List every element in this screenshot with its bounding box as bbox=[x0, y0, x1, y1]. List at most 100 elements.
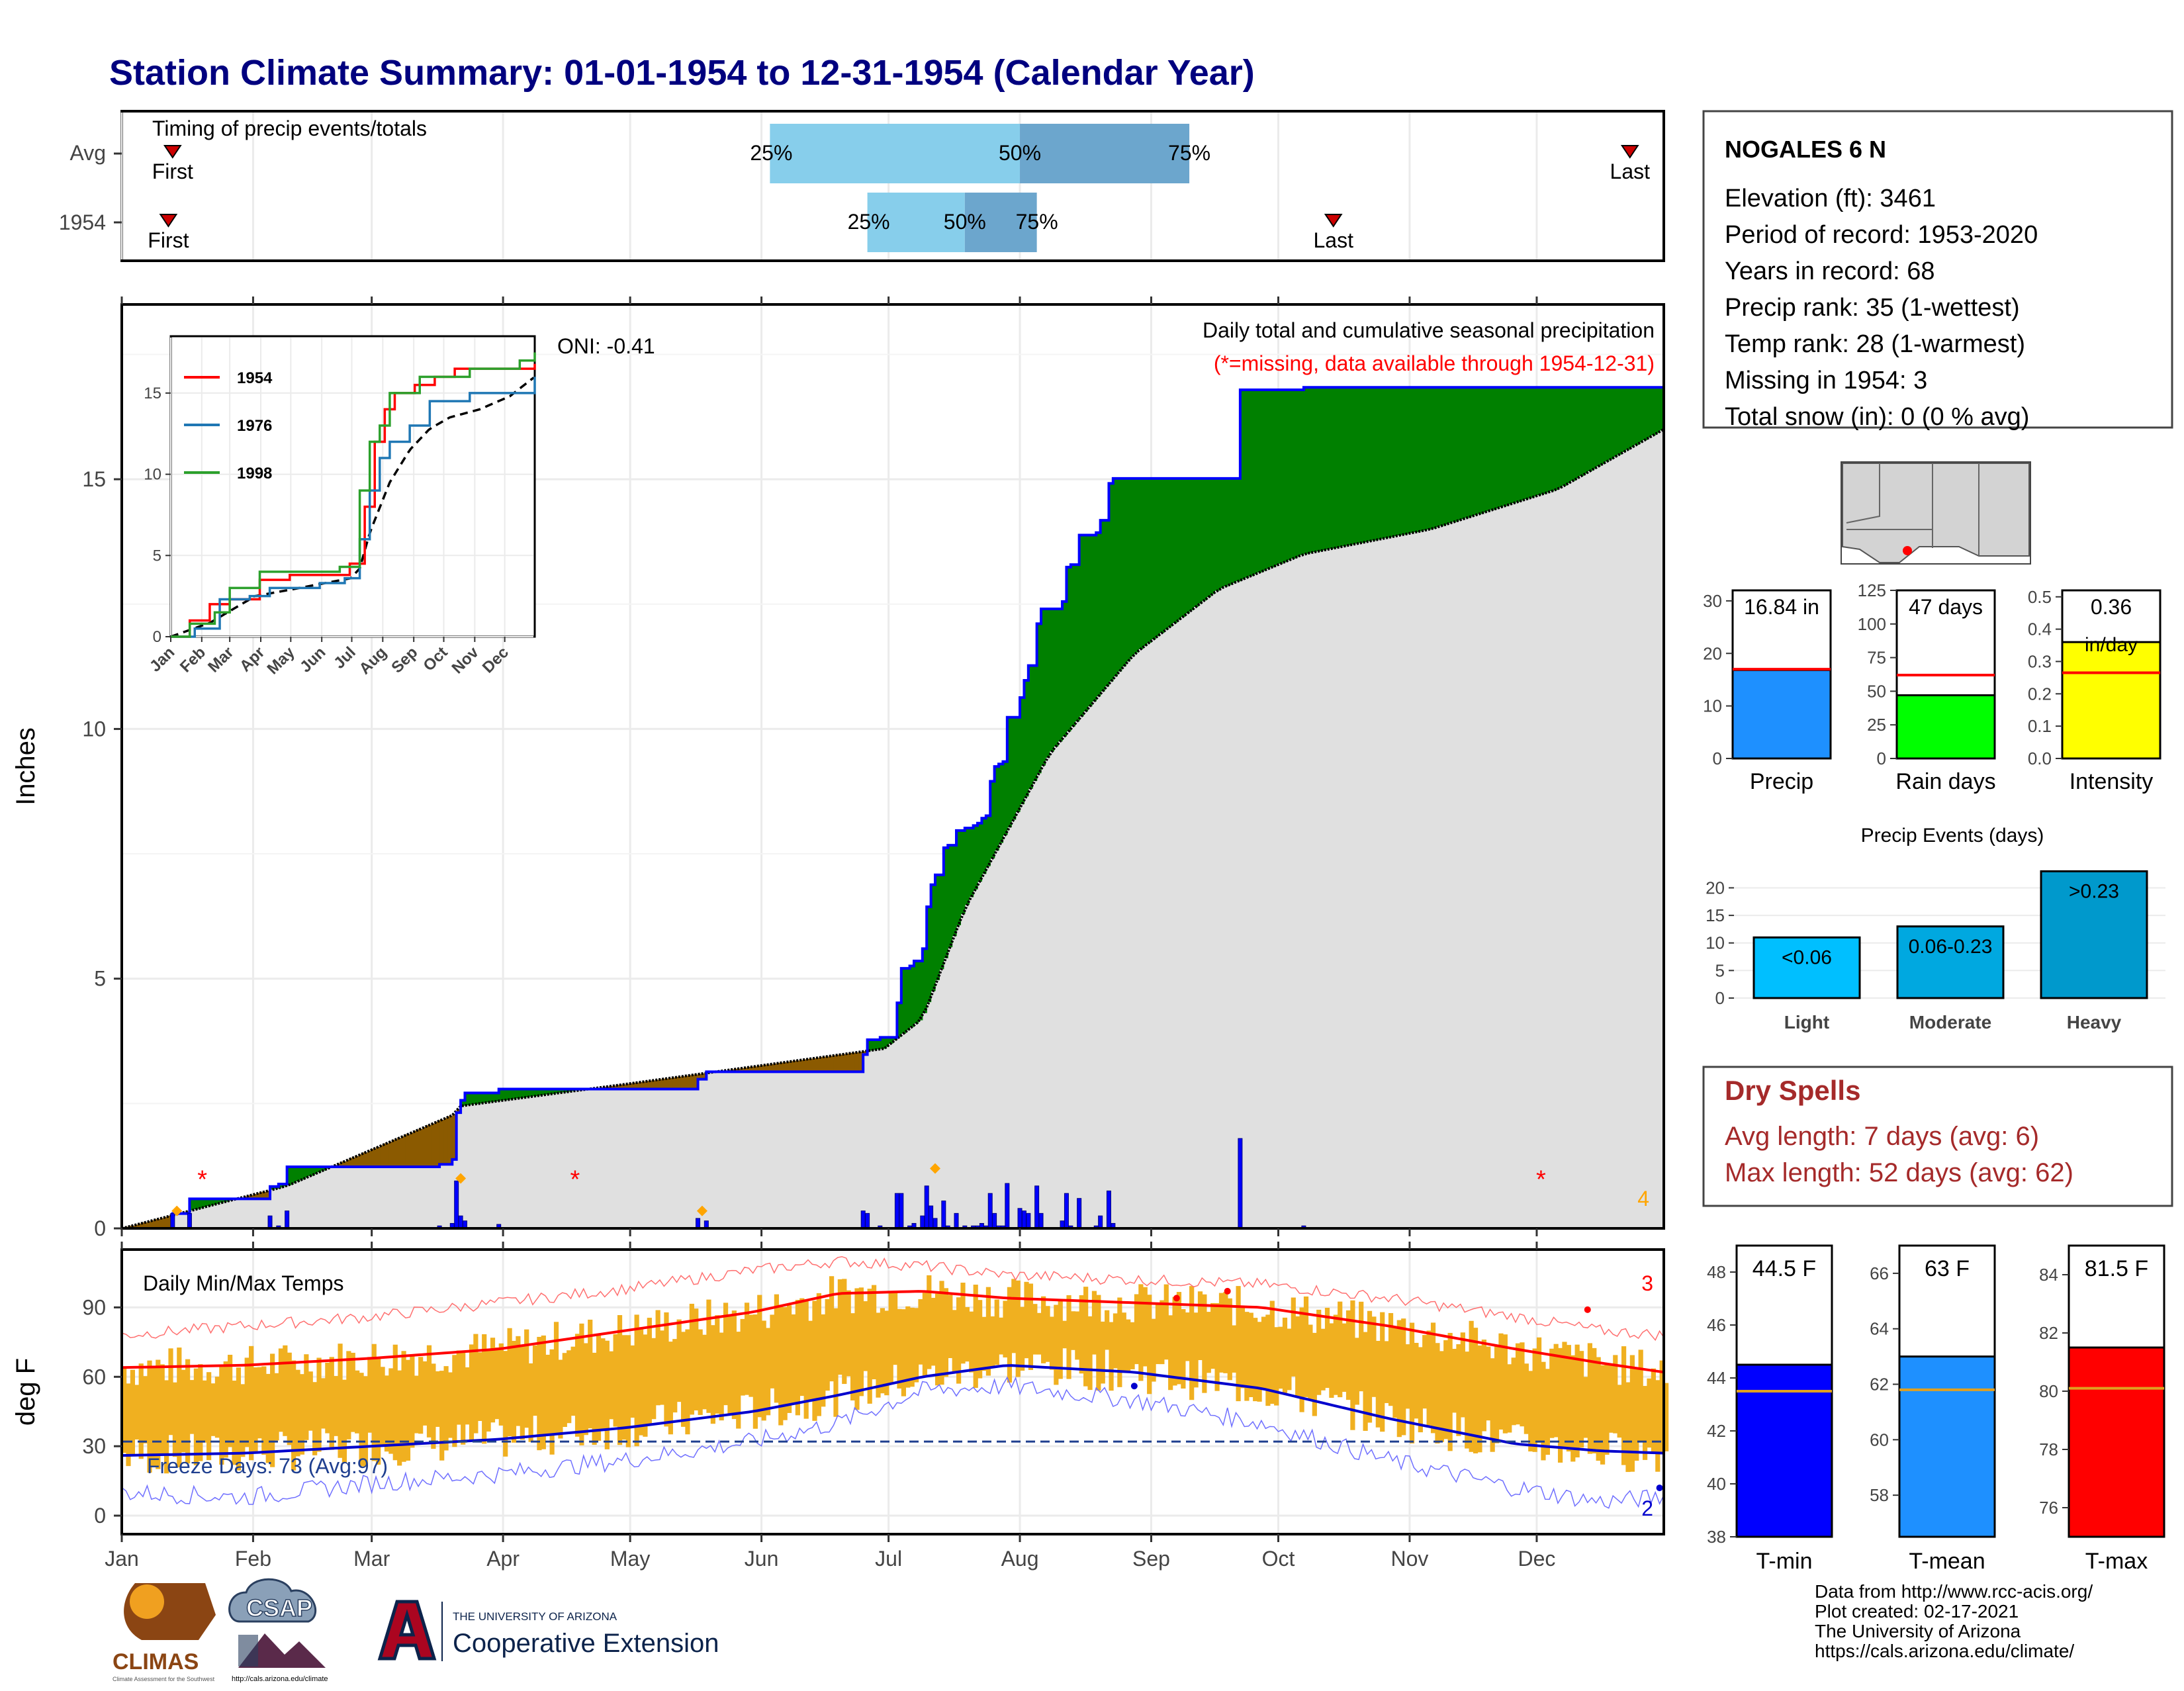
climas-logo-sun bbox=[130, 1584, 164, 1619]
below-avg-fill bbox=[837, 1054, 842, 1072]
daily-temp-bar bbox=[1566, 1345, 1571, 1452]
daily-temp-bar bbox=[1498, 1333, 1504, 1430]
above-avg-fill bbox=[1287, 389, 1292, 561]
daily-temp-bar bbox=[715, 1315, 720, 1414]
daily-temp-bar bbox=[549, 1349, 555, 1455]
daily-temp-bar bbox=[1308, 1324, 1313, 1400]
above-avg-fill bbox=[1045, 609, 1050, 758]
above-avg-fill bbox=[1451, 387, 1457, 522]
above-avg-fill bbox=[1473, 387, 1478, 516]
summary-bar-fill bbox=[2061, 641, 2161, 760]
above-avg-fill bbox=[999, 764, 1004, 843]
daily-temp-bar bbox=[1634, 1369, 1639, 1461]
record-high-marker bbox=[1173, 1295, 1180, 1302]
daily-temp-bar bbox=[588, 1319, 593, 1429]
daily-temp-bar bbox=[740, 1318, 745, 1396]
daily-temp-bar bbox=[719, 1332, 724, 1421]
below-avg-fill bbox=[803, 1059, 809, 1072]
above-avg-fill bbox=[1520, 387, 1525, 501]
events-bar-heavy bbox=[2040, 870, 2148, 999]
below-avg-fill bbox=[765, 1064, 770, 1072]
above-avg-fill bbox=[1316, 387, 1322, 551]
above-avg-fill bbox=[465, 1093, 470, 1105]
above-avg-fill bbox=[1160, 478, 1165, 633]
above-avg-fill bbox=[1354, 387, 1359, 544]
below-avg-fill bbox=[363, 1152, 368, 1167]
above-avg-fill bbox=[1320, 387, 1326, 551]
daily-temp-bar bbox=[516, 1336, 521, 1426]
daily-temp-bar bbox=[553, 1322, 559, 1434]
daily-temp-bar bbox=[1520, 1342, 1525, 1427]
daily-temp-bar bbox=[376, 1358, 381, 1465]
above-avg-fill bbox=[469, 1093, 474, 1105]
daily-temp-bar bbox=[609, 1351, 614, 1420]
temp-axes: 0 30 60 90 bbox=[82, 1242, 1538, 1542]
daily-temp-bar bbox=[1147, 1295, 1152, 1394]
daily-temp-bar bbox=[316, 1357, 322, 1452]
daily-temp-bar bbox=[1443, 1340, 1449, 1440]
temp-bar-fill bbox=[1735, 1363, 1833, 1538]
below-avg-fill bbox=[405, 1134, 410, 1167]
temp-ytick-label: 60 bbox=[82, 1365, 106, 1389]
daily-temp-bar bbox=[1541, 1361, 1546, 1461]
daily-temp-bar bbox=[1261, 1316, 1267, 1389]
above-avg-fill bbox=[1312, 387, 1317, 553]
summary-bar-ytick-label: 0.5 bbox=[2028, 587, 2052, 607]
daily-temp-bar bbox=[1528, 1371, 1533, 1452]
daily-temp-bar bbox=[503, 1351, 508, 1457]
daily-temp-bar bbox=[689, 1303, 694, 1415]
above-avg-fill bbox=[914, 961, 919, 1024]
above-avg-fill bbox=[1062, 601, 1068, 737]
above-avg-fill bbox=[1350, 387, 1355, 545]
below-avg-fill bbox=[452, 1114, 457, 1160]
temp-ytick-label: 0 bbox=[94, 1504, 106, 1528]
precip-events-title: Precip Events (days) bbox=[1861, 825, 2044, 846]
inset-legend-label: 1998 bbox=[237, 465, 272, 482]
below-avg-fill bbox=[702, 1073, 707, 1079]
daily-temp-bar bbox=[1553, 1344, 1559, 1438]
above-avg-fill bbox=[316, 1167, 322, 1173]
daily-temp-bar bbox=[1621, 1346, 1627, 1465]
daily-temp-bar bbox=[1647, 1378, 1652, 1448]
above-avg-fill bbox=[1460, 387, 1465, 520]
daily-temp-bar bbox=[1396, 1320, 1402, 1438]
below-avg-fill bbox=[647, 1081, 652, 1089]
daily-temp-bar bbox=[253, 1367, 258, 1453]
timing-bar-25-50 bbox=[770, 124, 1021, 183]
daily-temp-bar bbox=[664, 1312, 669, 1427]
daily-temp-bar bbox=[1151, 1318, 1156, 1382]
daily-temp-bar bbox=[621, 1335, 627, 1440]
above-avg-fill bbox=[1232, 478, 1237, 583]
above-avg-fill bbox=[969, 828, 974, 897]
above-avg-fill bbox=[1345, 387, 1351, 546]
daily-temp-bar bbox=[426, 1345, 432, 1438]
daily-temp-bar bbox=[1409, 1322, 1415, 1443]
above-avg-fill bbox=[1181, 478, 1186, 617]
daily-temp-bar bbox=[1371, 1316, 1377, 1397]
above-avg-fill bbox=[1079, 535, 1084, 717]
daily-temp-bar bbox=[812, 1301, 817, 1421]
daily-temp-bar bbox=[956, 1297, 962, 1384]
below-avg-fill bbox=[138, 1223, 144, 1228]
daily-temp-bar bbox=[1600, 1365, 1606, 1465]
inset-legend-label: 1954 bbox=[237, 369, 273, 387]
above-avg-fill bbox=[1257, 389, 1262, 573]
above-avg-fill bbox=[1447, 387, 1453, 524]
daily-temp-bar bbox=[257, 1367, 263, 1439]
daily-temp-bar bbox=[876, 1312, 881, 1398]
above-avg-fill bbox=[1151, 478, 1156, 640]
events-category-label: Heavy bbox=[2067, 1012, 2122, 1032]
daily-temp-bar bbox=[617, 1315, 623, 1445]
events-category-label: Moderate bbox=[1909, 1012, 1991, 1032]
below-avg-fill bbox=[338, 1163, 343, 1167]
above-avg-fill bbox=[1282, 389, 1287, 563]
above-avg-fill bbox=[931, 884, 936, 991]
daily-temp-bar bbox=[1664, 1383, 1669, 1451]
below-avg-fill bbox=[842, 1054, 847, 1072]
above-avg-fill bbox=[507, 1089, 512, 1100]
above-avg-fill bbox=[295, 1167, 300, 1182]
above-avg-fill bbox=[1545, 387, 1550, 493]
above-avg-fill bbox=[1528, 387, 1533, 498]
daily-temp-bar bbox=[727, 1314, 733, 1414]
daily-temp-bar bbox=[1350, 1300, 1355, 1430]
